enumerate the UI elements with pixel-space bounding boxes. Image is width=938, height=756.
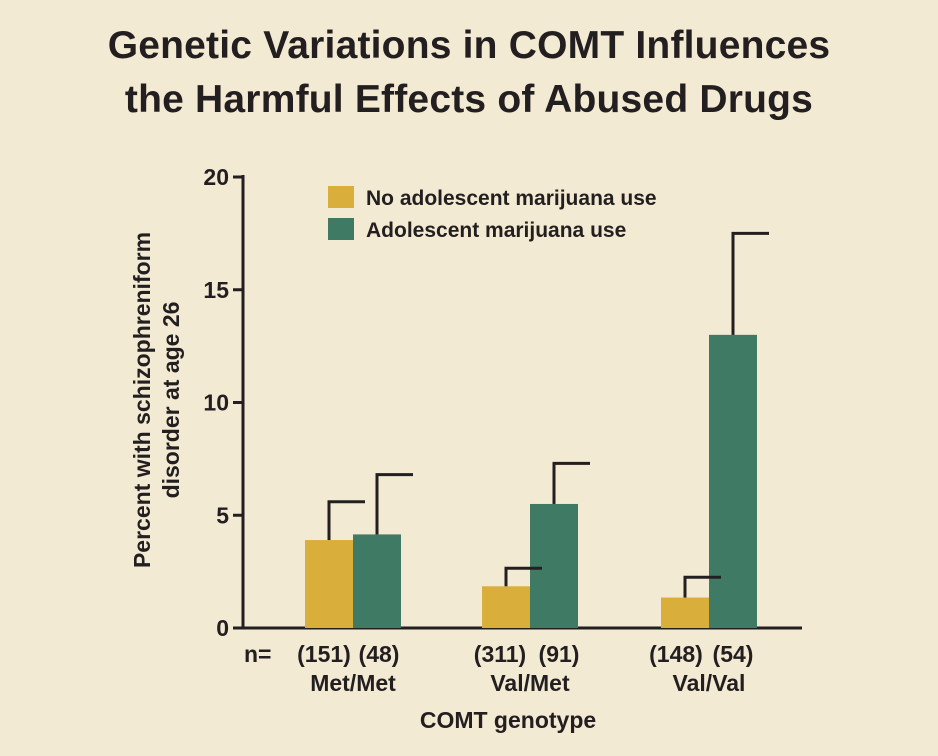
bar-use-val-val (709, 334, 757, 628)
x-axis-labels: n= (151) (48) Met/Met (311) (91) Val/Met (148) (… (244, 641, 753, 696)
chart-title-line-1: Genetic Variations in COMT Influences (107, 24, 831, 67)
category-label-met-met: Met/Met (310, 670, 396, 696)
legend-swatch-1 (328, 186, 354, 208)
error-bar-no-use-val-val (683, 575, 721, 598)
y-tick-label-10: 10 (203, 390, 229, 416)
y-tick-label-20: 20 (203, 164, 229, 190)
legend-swatch-2 (328, 218, 354, 240)
x-axis-label: COMT genotype (420, 707, 596, 733)
bar-use-met-met (353, 534, 401, 628)
n-label-use-val-val: (54) (713, 641, 754, 667)
y-tick-label-15: 15 (203, 277, 229, 303)
error-bar-no-use-met-met (327, 500, 365, 541)
bar-no-use-met-met (305, 540, 353, 628)
legend-label-2: Adolescent marijuana use (366, 219, 626, 242)
axes: 0 5 10 15 20 (203, 164, 802, 641)
y-tick-label-0: 0 (216, 615, 229, 641)
n-prefix-label: n= (244, 641, 271, 667)
y-axis-label-line-1: Percent with schizophreniform (129, 232, 155, 568)
error-bar-use-val-val (731, 231, 769, 335)
error-bar-no-use-val-met (504, 566, 542, 587)
n-label-use-val-met: (91) (539, 641, 580, 667)
y-axis-label-line-2: disorder at age 26 (158, 302, 184, 499)
bar-use-val-met (530, 503, 578, 628)
error-bars (327, 231, 769, 598)
legend: No adolescent marijuana use Adolescent ma… (328, 186, 657, 242)
n-label-use-met-met: (48) (359, 641, 400, 667)
y-tick-label-5: 5 (216, 502, 229, 528)
chart-title-line-2: the Harmful Effects of Abused Drugs (124, 78, 814, 121)
error-bar-use-met-met (375, 473, 413, 535)
legend-label-1: No adolescent marijuana use (366, 187, 657, 210)
category-label-val-val: Val/Val (673, 670, 746, 696)
n-label-no-use-val-met: (311) (474, 641, 526, 667)
category-label-val-met: Val/Met (490, 670, 570, 696)
n-label-no-use-val-val: (148) (649, 641, 703, 667)
y-axis-label: Percent with schizophreniform disorder a… (129, 232, 184, 568)
bar-no-use-val-met (482, 586, 530, 628)
error-bar-use-val-met (552, 461, 590, 504)
n-label-no-use-met-met: (151) (297, 641, 351, 667)
bar-no-use-val-val (661, 597, 709, 628)
bars (305, 334, 757, 628)
